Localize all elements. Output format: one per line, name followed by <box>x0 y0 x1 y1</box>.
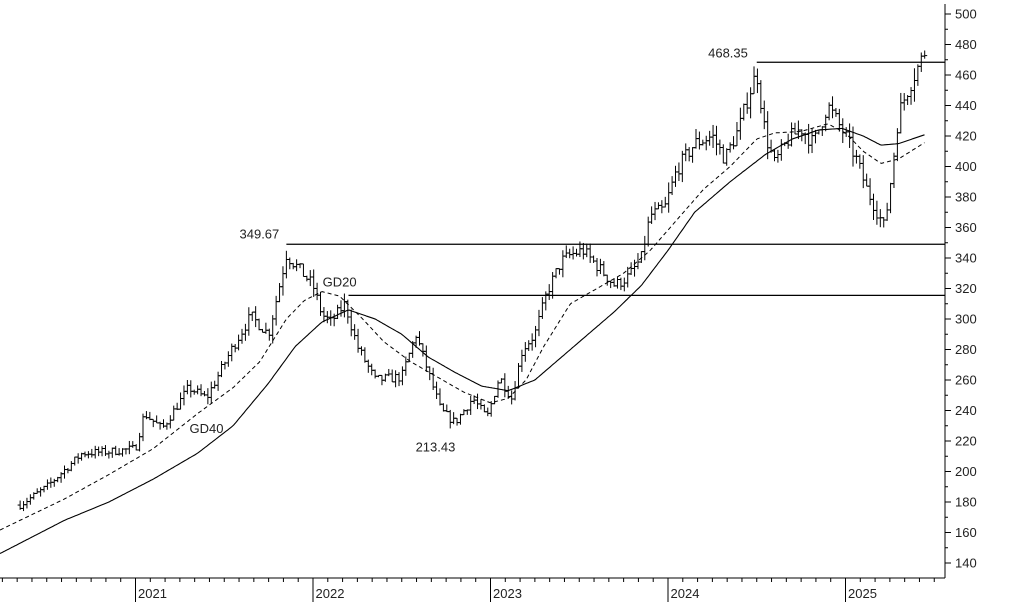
y-tick-label: 400 <box>955 159 977 174</box>
y-tick-label: 280 <box>955 342 977 357</box>
moving-averages-group <box>0 123 925 554</box>
y-tick-label: 180 <box>955 495 977 510</box>
annotations-group: 468.35 349.67 GD20 GD40 213.43 <box>190 45 748 454</box>
annotation-label: GD40 <box>190 421 224 436</box>
y-tick-label: 380 <box>955 190 977 205</box>
gd20-line <box>0 123 925 531</box>
y-tick-label: 140 <box>955 556 977 571</box>
y-tick-label: 200 <box>955 464 977 479</box>
x-tick-label: 2022 <box>316 586 345 601</box>
x-tick-label: 2023 <box>493 586 522 601</box>
y-tick-label: 300 <box>955 312 977 327</box>
y-tick-label: 460 <box>955 68 977 83</box>
level-lines-group <box>286 61 945 296</box>
y-tick-label: 420 <box>955 129 977 144</box>
gd40-line <box>0 127 925 554</box>
y-tick-label: 440 <box>955 98 977 113</box>
y-tick-label: 320 <box>955 281 977 296</box>
y-tick-label: 240 <box>955 403 977 418</box>
annotation-label: 349.67 <box>240 226 280 241</box>
y-tick-label: 220 <box>955 434 977 449</box>
y-tick-label: 500 <box>955 7 977 22</box>
axes-group: 140 160 180 200 220 240 260 280 300 320 340 360 380 4… <box>0 4 977 602</box>
y-tick-label: 260 <box>955 373 977 388</box>
annotation-label: 468.35 <box>708 45 748 60</box>
x-tick-label: 2021 <box>138 586 167 601</box>
y-tick-label: 160 <box>955 525 977 540</box>
annotation-label: GD20 <box>323 275 357 290</box>
annotation-label: 213.43 <box>416 439 456 454</box>
x-tick-label: 2025 <box>848 586 877 601</box>
x-tick-label: 2024 <box>671 586 700 601</box>
y-tick-label: 340 <box>955 251 977 266</box>
y-tick-label: 480 <box>955 37 977 52</box>
y-tick-label: 360 <box>955 220 977 235</box>
price-bars-group <box>17 50 928 512</box>
